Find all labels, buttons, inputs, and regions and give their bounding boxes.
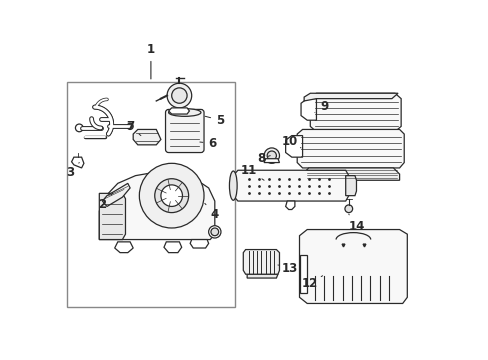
Ellipse shape (168, 109, 201, 116)
Circle shape (161, 185, 182, 206)
Polygon shape (345, 176, 356, 195)
Circle shape (264, 148, 279, 163)
Polygon shape (190, 239, 208, 248)
Circle shape (127, 123, 133, 130)
Polygon shape (115, 242, 133, 253)
Polygon shape (285, 201, 294, 210)
Circle shape (75, 124, 83, 132)
Text: 9: 9 (314, 100, 327, 113)
Text: 4: 4 (204, 203, 219, 221)
Text: 12: 12 (302, 276, 322, 290)
Polygon shape (297, 130, 404, 168)
Polygon shape (264, 159, 279, 163)
Text: 14: 14 (347, 214, 364, 233)
Text: 6: 6 (200, 137, 216, 150)
Text: 1: 1 (146, 43, 155, 79)
Text: 10: 10 (281, 135, 301, 148)
Polygon shape (233, 170, 348, 201)
Polygon shape (243, 249, 279, 274)
Text: 5: 5 (205, 114, 224, 127)
Ellipse shape (229, 171, 237, 200)
Bar (67, 82, 234, 307)
Text: 8: 8 (256, 152, 270, 165)
Polygon shape (304, 93, 397, 101)
Text: 13: 13 (277, 261, 297, 275)
Polygon shape (102, 183, 130, 206)
Polygon shape (299, 255, 306, 293)
Polygon shape (285, 136, 302, 157)
Polygon shape (302, 168, 399, 180)
Text: 2: 2 (98, 193, 113, 211)
Polygon shape (310, 93, 400, 132)
Circle shape (171, 88, 187, 103)
Text: 11: 11 (240, 164, 264, 180)
FancyBboxPatch shape (165, 109, 203, 153)
Polygon shape (71, 157, 84, 168)
Polygon shape (301, 99, 316, 120)
Polygon shape (99, 193, 125, 239)
Circle shape (154, 179, 188, 213)
Circle shape (266, 151, 276, 160)
Circle shape (344, 205, 352, 213)
Polygon shape (163, 242, 182, 253)
Circle shape (165, 189, 178, 202)
Circle shape (139, 163, 203, 228)
Circle shape (210, 228, 218, 236)
Text: 3: 3 (66, 163, 79, 179)
Polygon shape (299, 230, 407, 303)
Circle shape (167, 83, 191, 108)
Text: 7: 7 (126, 120, 141, 136)
Polygon shape (133, 130, 161, 145)
Polygon shape (246, 274, 277, 278)
Circle shape (208, 226, 221, 238)
Polygon shape (99, 172, 214, 239)
Polygon shape (168, 108, 189, 114)
